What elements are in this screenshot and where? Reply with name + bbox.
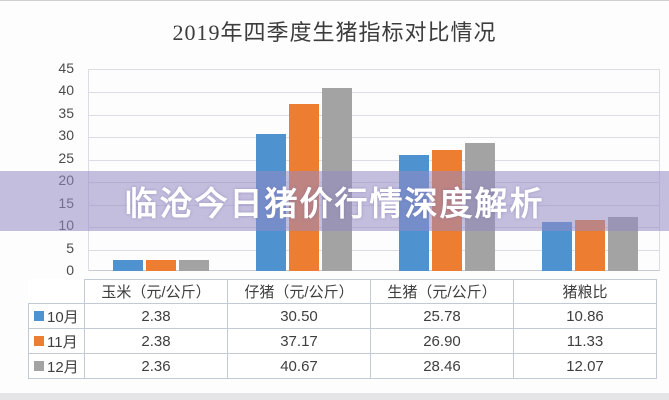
- legend-key-10月: [34, 311, 44, 321]
- plot-area: [88, 69, 660, 271]
- x-axis-line: [89, 270, 659, 271]
- legend-cell: 11月: [28, 329, 85, 354]
- bar-12月-category-1: [178, 260, 209, 271]
- data-table: 玉米（元/公斤） 仔猪（元/公斤） 生猪（元/公斤） 猪粮比 10月 2.38 30.50 2…: [28, 279, 657, 379]
- gridline: [89, 137, 659, 139]
- table-header-cell: 猪粮比: [514, 279, 657, 304]
- table-value-cell: 2.36: [85, 354, 228, 379]
- y-tick-label: 5: [66, 239, 74, 256]
- y-tick-label: 30: [58, 127, 74, 144]
- table-header-cell: 仔猪（元/公斤）: [228, 279, 371, 304]
- y-tick-label: 35: [58, 104, 74, 121]
- table-value-cell: 10.86: [514, 304, 657, 329]
- table-value-cell: 28.46: [371, 354, 514, 379]
- bar-10月-category-1: [112, 260, 143, 271]
- gridline: [89, 114, 659, 116]
- table-value-cell: 40.67: [228, 354, 371, 379]
- table-header-cell: 玉米（元/公斤）: [85, 279, 228, 304]
- watermark-band: 临沧今日猪价行情深度解析: [0, 171, 669, 231]
- table-corner-cell: [28, 279, 85, 304]
- gridline: [89, 159, 659, 161]
- legend-label: 11月: [47, 333, 78, 351]
- y-tick-label: 25: [58, 149, 74, 166]
- chart-title: 2019年四季度生猪指标对比情况: [172, 20, 497, 45]
- y-tick-label: 0: [66, 262, 74, 278]
- legend-key-12月: [34, 361, 44, 371]
- y-tick-label: 40: [58, 82, 74, 99]
- y-tick-label: 45: [58, 60, 74, 76]
- legend-label: 12月: [47, 358, 79, 376]
- table-value-cell: 30.50: [228, 304, 371, 329]
- table-value-cell: 26.90: [371, 329, 514, 354]
- legend-cell: 12月: [28, 354, 85, 379]
- gridline: [89, 92, 659, 94]
- table-value-cell: 12.07: [514, 354, 657, 379]
- table-value-cell: 11.33: [514, 329, 657, 354]
- legend-cell: 10月: [28, 304, 85, 329]
- table-header-cell: 生猪（元/公斤）: [371, 279, 514, 304]
- legend-label: 10月: [47, 308, 79, 326]
- table-value-cell: 37.17: [228, 329, 371, 354]
- bottom-edge-strip: [0, 393, 669, 400]
- table-value-cell: 25.78: [371, 304, 514, 329]
- table-value-cell: 2.38: [85, 329, 228, 354]
- table-value-cell: 2.38: [85, 304, 228, 329]
- gridline: [89, 249, 659, 251]
- bar-11月-category-1: [145, 260, 176, 271]
- watermark-text: 临沧今日猪价行情深度解析: [124, 185, 545, 222]
- y-axis-labels: 051015202530354045: [36, 1, 80, 301]
- legend-key-11月: [34, 336, 44, 346]
